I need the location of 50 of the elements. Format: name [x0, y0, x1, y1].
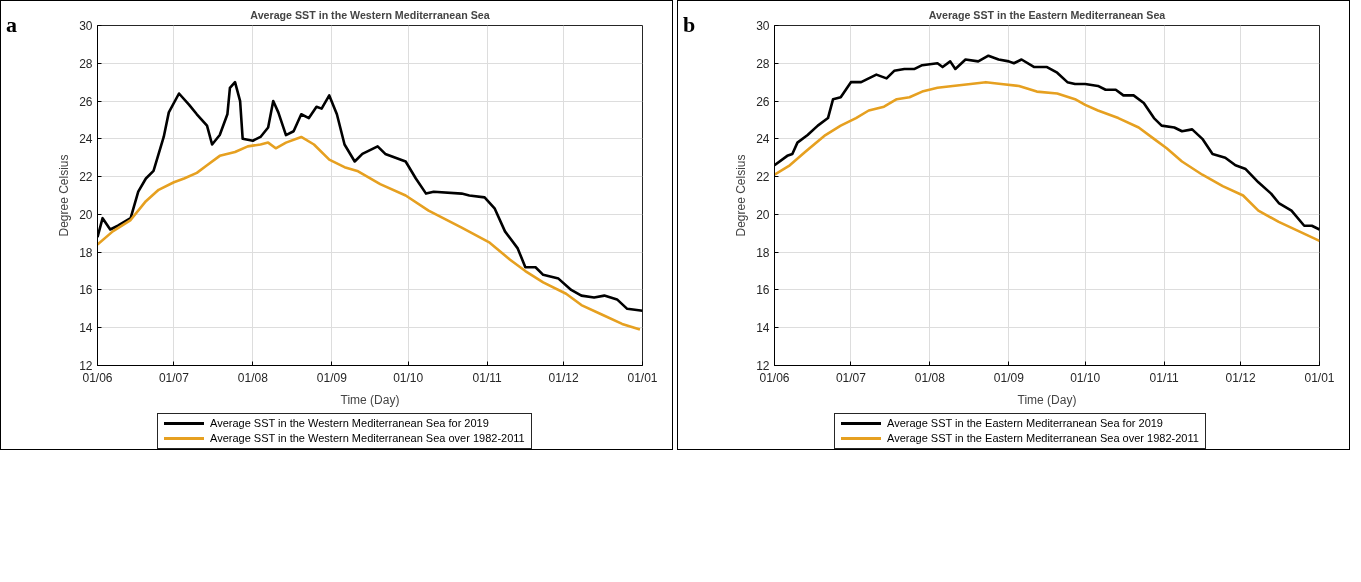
- x-tick-label: 01/07: [158, 370, 190, 385]
- chart-title: Average SST in the Eastern Mediterranean Sea: [928, 8, 1166, 21]
- y-tick-label: 26: [79, 94, 93, 109]
- y-tick-label: 14: [756, 321, 770, 336]
- y-axis-title: Degree Celsius: [734, 154, 749, 237]
- y-axis-title: Degree Celsius: [57, 154, 72, 237]
- y-tick-label: 30: [79, 19, 93, 33]
- y-tick-label: 12: [756, 359, 770, 373]
- y-tick-label: 14: [79, 321, 93, 336]
- line-series: [97, 135, 642, 331]
- x-tick-label: 01/01: [1304, 370, 1335, 385]
- y-tick-label: 28: [79, 56, 93, 71]
- y-tick-label: 24: [756, 132, 770, 147]
- y-tick-label: 28: [756, 56, 770, 71]
- y-tick-label: 30: [756, 19, 770, 33]
- y-tick-label: 18: [756, 245, 770, 260]
- y-tick-label: 26: [756, 94, 770, 109]
- x-tick-label: 01/12: [1225, 370, 1256, 385]
- y-tick-label: 20: [79, 207, 93, 222]
- x-tick-label: 01/09: [993, 370, 1025, 385]
- y-tick-label: 18: [79, 245, 93, 260]
- text: a: [6, 11, 17, 39]
- line-series: [774, 80, 1320, 243]
- x-tick-label: 01/06: [82, 370, 113, 385]
- x-tick-label: 01/10: [1070, 370, 1101, 385]
- y-tick-label: 16: [79, 283, 93, 298]
- x-tick-label: 01/12: [548, 370, 579, 385]
- x-axis-title: Time (Day): [1017, 392, 1077, 407]
- legend-label: Average SST in the Western Mediterranean Sea for 2019: [210, 415, 489, 431]
- y-tick-label: 24: [79, 132, 93, 147]
- x-tick-label: 01/11: [472, 370, 503, 385]
- legend-label: Average SST in the Western Mediterranean Sea over 1982-2011: [210, 430, 525, 446]
- x-axis-title: Time (Day): [340, 392, 400, 407]
- x-tick-label: 01/09: [316, 370, 348, 385]
- legend-label: Average SST in the Eastern Mediterranean Sea for 2019: [887, 415, 1163, 431]
- y-tick-label: 16: [756, 283, 770, 298]
- y-tick-label: 22: [79, 170, 93, 185]
- x-tick-label: 01/07: [835, 370, 867, 385]
- y-tick-label: 20: [756, 207, 770, 222]
- legend-label: Average SST in the Eastern Mediterranean Sea over 1982-2011: [887, 430, 1199, 446]
- x-tick-label: 01/01: [627, 370, 658, 385]
- text: b: [683, 11, 696, 39]
- x-tick-label: 01/06: [759, 370, 790, 385]
- y-tick-label: 12: [79, 359, 93, 373]
- x-tick-label: 01/08: [914, 370, 946, 385]
- x-tick-label: 01/10: [393, 370, 424, 385]
- chart-title: Average SST in the Western Mediterranean Sea: [250, 8, 490, 21]
- x-tick-label: 01/11: [1149, 370, 1180, 385]
- x-tick-label: 01/08: [237, 370, 269, 385]
- y-tick-label: 22: [756, 170, 770, 185]
